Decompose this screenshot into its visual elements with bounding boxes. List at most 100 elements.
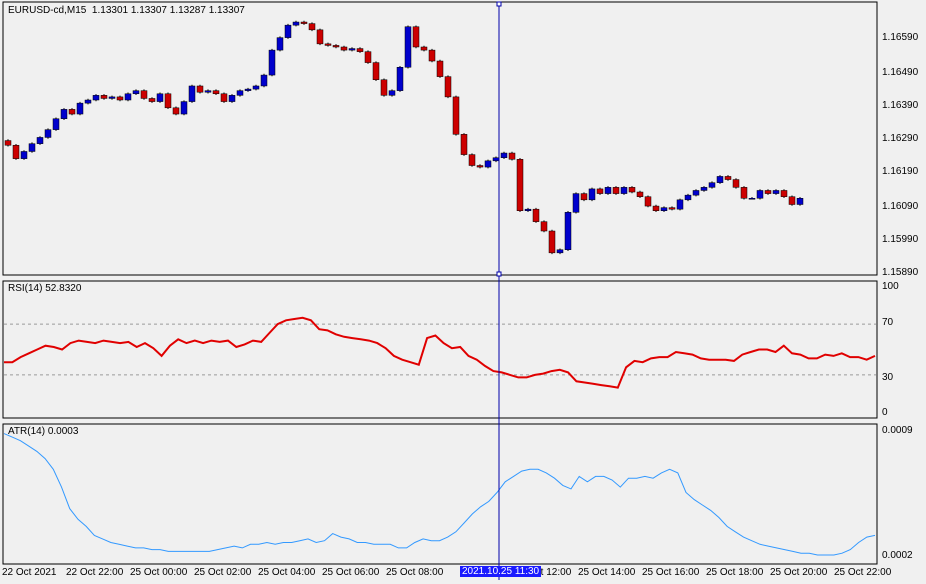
candle-bear	[372, 62, 380, 80]
candle-bear	[580, 193, 588, 201]
time-label: 25 Oct 04:00	[258, 567, 316, 578]
crosshair-handle-top[interactable]	[496, 1, 502, 7]
candle-bear	[420, 46, 428, 51]
candle-bear	[476, 165, 484, 168]
symbol: EURUSD-cd,M15	[8, 5, 87, 16]
candle-bull	[748, 198, 756, 200]
candle-bear	[788, 196, 796, 205]
candle-bull	[556, 249, 564, 254]
candle-bear	[644, 196, 652, 207]
candle-bull	[484, 160, 492, 168]
price-label: 1.16290	[882, 133, 919, 144]
candle-bull	[28, 143, 36, 152]
time-label: 25 Oct 22:00	[834, 567, 892, 578]
candle-bear	[428, 49, 436, 62]
candle-bull	[572, 193, 580, 213]
rsi-title: RSI(14) 52.8320	[8, 283, 82, 294]
ohlc-values: 1.13301 1.13307 1.13287 1.13307	[91, 5, 245, 16]
candle-bull	[284, 24, 292, 38]
candle-bull	[396, 67, 404, 91]
candle-bull	[252, 85, 260, 90]
candle-bull	[156, 93, 164, 102]
candle-bear	[196, 85, 204, 93]
candle-bear	[452, 96, 460, 135]
time-label: 25 Oct 14:00	[578, 567, 636, 578]
candle-bear	[596, 188, 604, 194]
candle-bear	[100, 95, 108, 99]
candle-bull	[772, 190, 780, 194]
candle-bull	[588, 188, 596, 201]
candle-bull	[204, 90, 212, 93]
candle-bull	[524, 208, 532, 211]
candle-bull	[348, 48, 356, 51]
candle-bull	[292, 21, 300, 26]
candle-bull	[180, 101, 188, 115]
candle-bull	[124, 93, 132, 101]
candle-bear	[540, 221, 548, 232]
time-label: 25 Oct 08:00	[386, 567, 444, 578]
candle-bear	[412, 26, 420, 48]
time-label: 25 Oct 02:00	[194, 567, 252, 578]
time-label: 25 Oct 06:00	[322, 567, 380, 578]
atr-panel[interactable]	[2, 423, 878, 565]
price-label: 1.15990	[882, 234, 919, 245]
candle-bull	[84, 99, 92, 104]
candle-bull	[620, 187, 628, 194]
candle-bear	[324, 43, 332, 46]
candle-bear	[164, 93, 172, 109]
candle-bear	[724, 176, 732, 180]
candle-bull	[76, 102, 84, 115]
candle-bear	[468, 154, 476, 166]
candle-bull	[388, 90, 396, 96]
price-label: 1.16190	[882, 166, 919, 177]
rsi-level-label: 0	[882, 407, 888, 418]
candle-bear	[308, 23, 316, 31]
candle-bear	[380, 79, 388, 96]
atr-bottom-label: 0.0002	[882, 550, 913, 561]
candle-bear	[508, 152, 516, 160]
candle-bull	[604, 187, 612, 194]
main-price-panel[interactable]	[2, 1, 878, 276]
candle-bull	[500, 152, 508, 158]
rsi-line	[4, 316, 876, 389]
candle-bear	[116, 96, 124, 101]
candle-bear	[628, 187, 636, 193]
price-label: 1.16490	[882, 67, 919, 78]
rsi-levels	[4, 323, 876, 376]
crosshair-handle-bottom[interactable]	[496, 271, 502, 277]
candle-bull	[52, 118, 60, 130]
candle-bear	[764, 190, 772, 194]
time-label: 25 Oct 16:00	[642, 567, 700, 578]
candle-bull	[684, 194, 692, 201]
rsi-panel[interactable]	[2, 280, 878, 419]
candle-bear	[364, 51, 372, 63]
price-label: 1.15890	[882, 267, 919, 278]
candle-bull	[404, 26, 412, 68]
atr-title: ATR(14) 0.0003	[8, 426, 79, 437]
candle-bear	[316, 29, 324, 45]
price-label: 1.16390	[882, 100, 919, 111]
time-label: 25 Oct 20:00	[770, 567, 828, 578]
candle-bull	[708, 182, 716, 188]
crosshair-time-label: 2021.10.25 11:30	[460, 566, 542, 577]
time-label: 25 Oct 00:00	[130, 567, 188, 578]
atr-line	[3, 433, 876, 556]
candle-bear	[460, 134, 468, 155]
atr-top-label: 0.0009	[882, 425, 913, 436]
time-label: 25 Oct 12:00	[514, 567, 572, 578]
candle-bull	[716, 176, 724, 183]
candle-bull	[60, 109, 68, 119]
candle-bull	[228, 95, 236, 102]
candle-bear	[4, 140, 12, 146]
candle-bear	[220, 93, 228, 102]
candle-bear	[212, 90, 220, 95]
price-label: 1.16590	[882, 32, 919, 43]
candle-bear	[356, 48, 364, 52]
candle-bear	[780, 190, 788, 197]
candle-bull	[692, 190, 700, 196]
candle-bear	[436, 60, 444, 77]
candle-bear	[636, 191, 644, 197]
candle-bear	[652, 205, 660, 211]
candle-bear	[300, 21, 308, 24]
